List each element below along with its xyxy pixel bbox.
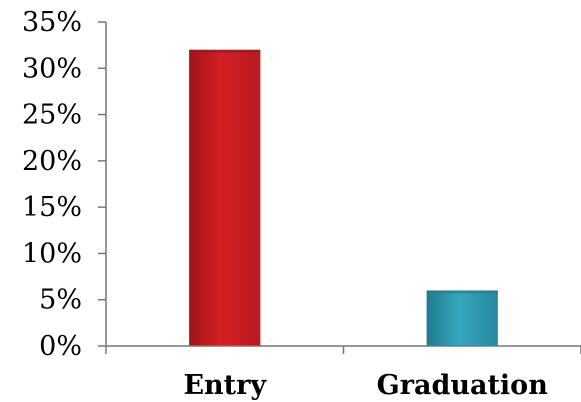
y-tick-label: 10% (22, 238, 82, 269)
axes (105, 22, 581, 354)
y-tick-label: 20% (22, 146, 82, 177)
x-axis-labels: Entry Graduation (183, 370, 548, 401)
bar-top-edge (426, 290, 498, 294)
y-tick-label: 35% (22, 7, 82, 38)
y-tick-label: 30% (22, 53, 82, 84)
bar-graduation (426, 290, 498, 346)
bar-fill (189, 49, 261, 347)
bars (189, 49, 498, 347)
bar-entry (189, 49, 261, 347)
y-tick-label: 5% (39, 285, 82, 316)
x-category-label: Graduation (377, 370, 549, 401)
bar-top-edge (189, 49, 261, 53)
bar-fill (426, 290, 498, 346)
y-tick-label: 0% (39, 331, 82, 362)
y-tick-label: 25% (22, 100, 82, 131)
y-tick-label: 15% (22, 192, 82, 223)
y-axis-ticks: 0% 5% 10% 15% 20% 25% 30% 35% (22, 7, 106, 362)
x-category-label: Entry (183, 370, 267, 401)
